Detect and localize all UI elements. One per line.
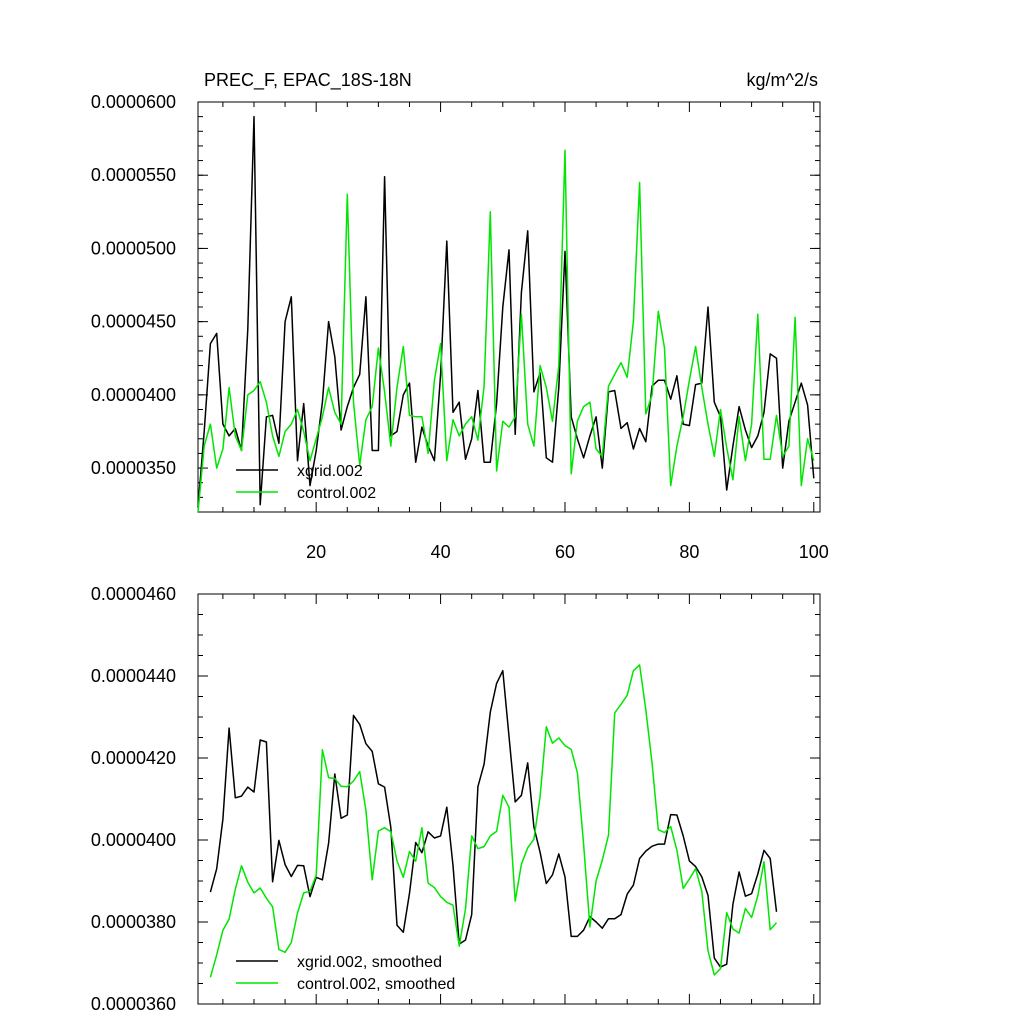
series-line-xgrid xyxy=(209,669,778,968)
chart-title: PREC_F, EPAC_18S-18N xyxy=(204,70,412,91)
series-line-xgrid xyxy=(197,115,815,508)
y-tick-label: 0.0000500 xyxy=(91,238,176,258)
x-tick-label: 100 xyxy=(799,542,829,562)
x-tick-label: 60 xyxy=(555,542,575,562)
legend-label: control.002, smoothed xyxy=(297,976,455,993)
bottom-panel: 0.0000360 0.0000380 0.0000400 0.0000420 0.00… xyxy=(91,584,821,1014)
series-line-control xyxy=(209,664,778,978)
y-tick-label: 0.0000400 xyxy=(91,385,176,405)
y-tick-label: 0.0000420 xyxy=(91,748,176,768)
y-tick-label: 0.0000380 xyxy=(91,912,176,932)
legend-label: xgrid.002, smoothed xyxy=(297,954,442,971)
x-tick-label: 80 xyxy=(679,542,699,562)
x-tick-label: 40 xyxy=(431,542,451,562)
series-line-control xyxy=(197,149,815,513)
units-label: kg/m^2/s xyxy=(747,70,818,90)
y-tick-label: 0.0000440 xyxy=(91,666,176,686)
y-tick-label: 0.0000400 xyxy=(91,830,176,850)
y-tick-label: 0.0000460 xyxy=(91,584,176,604)
y-tick-label: 0.0000350 xyxy=(91,458,176,478)
legend-label: control.002 xyxy=(297,485,376,502)
y-tick-label: 0.0000360 xyxy=(91,994,176,1014)
legend-label: xgrid.002 xyxy=(297,463,363,480)
x-tick-label: 20 xyxy=(306,542,326,562)
y-tick-label: 0.0000550 xyxy=(91,165,176,185)
y-tick-label: 0.0000600 xyxy=(91,92,176,112)
y-tick-label: 0.0000450 xyxy=(91,312,176,332)
top-panel: 0.0000350 0.0000400 0.0000450 0.0000500 0.00… xyxy=(91,70,829,562)
